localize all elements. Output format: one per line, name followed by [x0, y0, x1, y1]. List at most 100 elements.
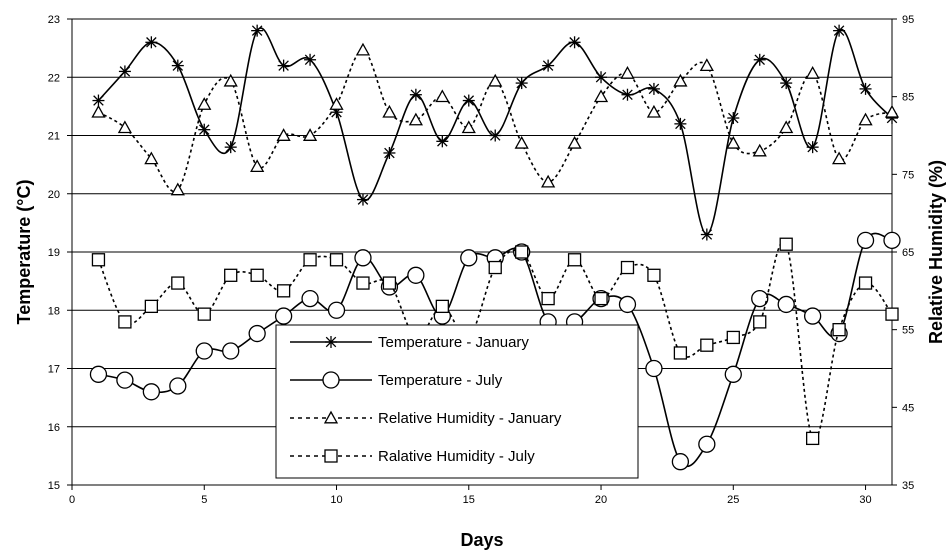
data-point-square — [541, 291, 555, 306]
data-point-square — [250, 268, 264, 282]
data-point-triangle — [726, 135, 741, 149]
data-point-square — [303, 253, 317, 267]
y-left-tick-label: 16 — [48, 422, 60, 434]
data-point-triangle — [673, 73, 688, 87]
data-point-square — [197, 307, 211, 321]
data-point-star — [171, 59, 184, 72]
data-point-star — [277, 59, 290, 72]
data-point-circle — [803, 307, 822, 325]
data-point-circle — [116, 371, 134, 389]
y-axis-left-ticks: 15 16 17 18 19 20 21 22 23 — [48, 14, 72, 492]
data-point-star — [542, 59, 555, 72]
legend-label: Ralative Humidity - July — [378, 448, 535, 465]
data-point-square — [118, 315, 132, 329]
data-point-square — [224, 268, 238, 282]
y-right-tick-label: 35 — [902, 480, 914, 492]
data-point-square — [488, 260, 502, 275]
data-point-circle — [618, 295, 637, 314]
data-point-circle — [724, 365, 742, 383]
data-point-star — [727, 112, 740, 125]
data-point-star — [833, 24, 846, 37]
data-point-triangle — [567, 135, 582, 149]
data-point-triangle — [91, 104, 106, 118]
data-point-star — [780, 77, 793, 90]
data-point-square — [91, 253, 106, 267]
data-point-square — [171, 276, 185, 290]
data-point-circle — [327, 301, 346, 319]
data-point-star — [753, 53, 766, 66]
legend-label: Relative Humidity - January — [378, 410, 562, 427]
data-point-circle — [274, 307, 293, 325]
y-right-tick-label: 85 — [902, 92, 914, 104]
data-point-circle — [777, 295, 795, 314]
y-right-tick-label: 95 — [902, 14, 914, 26]
data-point-circle — [195, 342, 213, 360]
data-point-star — [198, 123, 211, 136]
data-point-triangle — [435, 89, 450, 103]
data-point-triangle — [223, 73, 238, 87]
data-point-circle — [89, 365, 108, 383]
data-point-triangle — [117, 120, 133, 134]
data-point-star — [515, 77, 528, 90]
data-point-triangle — [779, 120, 794, 134]
data-point-square — [832, 323, 846, 337]
data-point-circle — [856, 231, 875, 250]
data-point-circle — [354, 249, 372, 267]
data-point-star — [859, 82, 872, 95]
legend-marker-triangle — [323, 410, 339, 424]
legend-label: Temperature - July — [378, 372, 503, 389]
data-point-star — [489, 129, 502, 142]
data-point-triangle — [514, 135, 529, 149]
x-axis-title: Days — [460, 530, 503, 550]
x-tick-label: 20 — [595, 494, 607, 506]
data-point-triangle — [382, 104, 397, 118]
data-point-circle — [248, 324, 266, 343]
data-point-triangle — [646, 104, 662, 118]
data-point-triangle — [329, 97, 344, 110]
data-point-square — [515, 245, 529, 259]
data-point-square — [435, 299, 449, 314]
data-point-square — [647, 268, 661, 282]
data-point-square — [726, 330, 740, 345]
x-axis-ticks: 0 5 10 15 20 25 30 — [69, 485, 872, 506]
data-point-square — [885, 307, 899, 321]
data-point-square — [779, 237, 793, 251]
data-point-triangle — [408, 112, 423, 126]
data-point-square — [382, 276, 397, 290]
data-point-star — [647, 82, 660, 95]
data-point-square — [356, 276, 370, 290]
data-point-star — [304, 53, 317, 66]
legend-label: Temperature - January — [378, 334, 529, 351]
series-line — [98, 49, 893, 193]
y-left-tick-label: 18 — [48, 305, 60, 317]
data-point-circle — [142, 383, 161, 401]
data-point-triangle — [699, 58, 714, 72]
data-point-triangle — [276, 128, 291, 141]
data-point-triangle — [805, 66, 820, 79]
y-left-tick-label: 21 — [48, 131, 60, 143]
x-tick-label: 0 — [69, 494, 75, 506]
y-right-tick-label: 75 — [902, 169, 914, 181]
data-point-circle — [301, 289, 319, 308]
data-point-triangle — [197, 97, 212, 110]
data-point-square — [673, 346, 688, 360]
data-point-triangle — [170, 182, 185, 196]
data-point-triangle — [250, 159, 265, 173]
data-point-star — [224, 141, 237, 154]
y-left-tick-label: 19 — [48, 247, 60, 259]
y-left-tick-label: 15 — [48, 480, 60, 492]
data-point-triangle — [302, 128, 318, 141]
data-point-circle — [645, 359, 663, 378]
legend-marker-circle — [322, 371, 340, 389]
x-tick-label: 25 — [727, 494, 739, 506]
series-temperature-january — [92, 24, 898, 241]
data-point-star — [462, 94, 475, 107]
data-point-star — [621, 88, 634, 101]
data-point-triangle — [144, 151, 159, 165]
y-right-tick-label: 55 — [902, 325, 914, 337]
data-point-star — [595, 71, 608, 84]
data-point-circle — [169, 377, 187, 395]
data-point-triangle — [884, 104, 900, 118]
data-point-circle — [883, 231, 901, 250]
data-point-triangle — [355, 42, 371, 56]
